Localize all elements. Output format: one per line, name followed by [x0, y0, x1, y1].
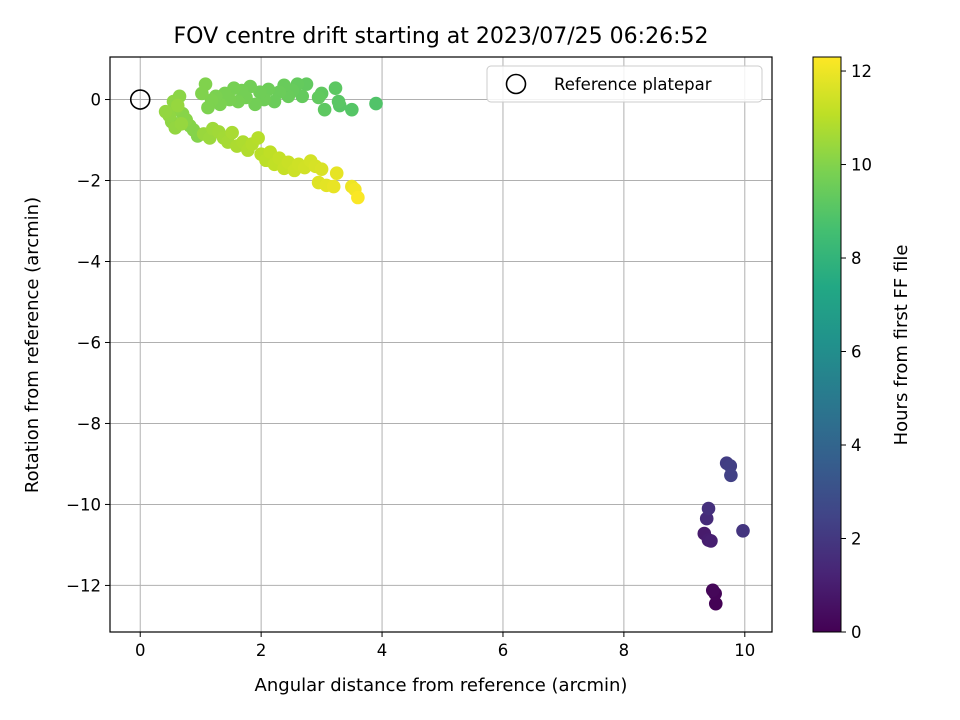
- scatter-point: [225, 125, 239, 140]
- scatter-point: [369, 96, 383, 111]
- y-tick-label: 0: [91, 91, 102, 110]
- scatter-point: [195, 86, 209, 101]
- x-tick-label: 10: [734, 641, 755, 660]
- legend-box: [486, 65, 763, 103]
- colorbar-label: Hours from first FF file: [891, 245, 912, 446]
- scatter-point: [317, 102, 332, 117]
- scatter-point: [351, 190, 365, 205]
- x-tick-label: 2: [256, 641, 267, 660]
- scatter-point: [328, 81, 343, 95]
- scatter-point: [704, 534, 718, 548]
- y-axis-label: Rotation from reference (arcmin): [22, 197, 43, 493]
- colorbar-axis: 0 2 4 6 8 10 12: [841, 62, 872, 642]
- x-tick-label: 8: [619, 641, 630, 660]
- scatter-point: [699, 511, 714, 526]
- legend: Reference platepar: [486, 65, 763, 103]
- reference-marker: [129, 89, 151, 110]
- scatter-point: [705, 583, 720, 598]
- chart-title: FOV centre drift starting at 2023/07/25 …: [174, 24, 709, 49]
- scatter-point: [724, 468, 738, 483]
- scatter-point: [326, 179, 341, 194]
- x-axis-label: Angular distance from reference (arcmin): [255, 675, 628, 696]
- legend-entry-reference: Reference platepar: [554, 75, 712, 94]
- y-axis: 0 −2 −4 −6 −8 −10 −12: [66, 91, 110, 595]
- colorbar-tick-label: 2: [851, 530, 862, 549]
- scatter-point: [314, 162, 329, 176]
- scatter-point: [708, 596, 723, 611]
- scatter-point: [701, 501, 716, 516]
- colorbar-tick-label: 0: [851, 623, 862, 642]
- scatter-point: [329, 166, 344, 181]
- scatter-point: [170, 98, 185, 113]
- y-tick-label: −4: [77, 252, 101, 271]
- y-tick-label: −2: [77, 172, 101, 191]
- data-points: [129, 77, 750, 611]
- scatter-point: [158, 104, 173, 119]
- grid: [110, 57, 772, 632]
- scatter-point: [251, 131, 265, 145]
- x-tick-label: 0: [135, 641, 146, 660]
- colorbar: [812, 56, 842, 633]
- x-tick-label: 6: [498, 641, 509, 660]
- colorbar-tick-label: 8: [851, 249, 862, 268]
- x-axis: 0 2 4 6 8 10: [135, 632, 755, 660]
- scatter-point: [174, 117, 189, 131]
- legend-marker-reference: [505, 73, 527, 95]
- colorbar-tick-label: 4: [851, 436, 862, 455]
- y-tick-label: −8: [77, 414, 101, 433]
- y-tick-label: −6: [77, 333, 101, 352]
- y-tick-label: −10: [66, 495, 101, 514]
- scatter-point: [201, 100, 215, 115]
- colorbar-tick-label: 6: [851, 343, 862, 362]
- scatter-point: [331, 94, 346, 109]
- scatter-point: [345, 102, 359, 117]
- scatter-point: [267, 94, 282, 109]
- plot-frame: [109, 56, 773, 633]
- colorbar-tick-label: 12: [851, 62, 872, 81]
- colorbar-tick-label: 10: [851, 156, 872, 175]
- scatter-point: [736, 523, 750, 538]
- scatter-point: [311, 90, 326, 105]
- x-tick-label: 4: [377, 641, 388, 660]
- y-tick-label: −12: [66, 576, 101, 595]
